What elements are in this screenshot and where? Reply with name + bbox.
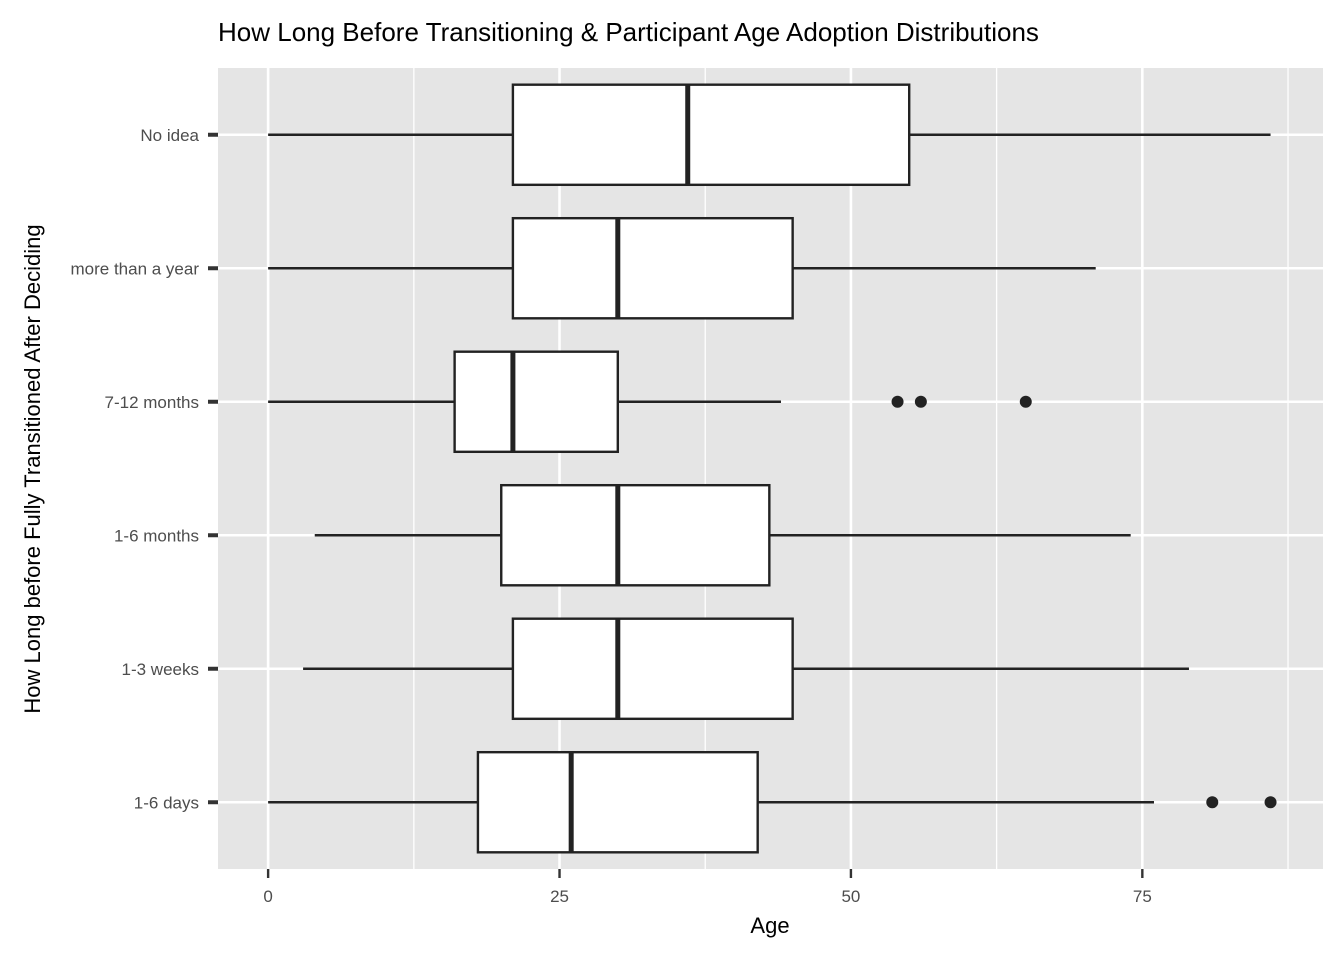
x-axis: 0 25 50 75 — [263, 869, 1152, 906]
x-tick-label: 75 — [1133, 887, 1152, 906]
y-axis-title: How Long before Fully Transitioned After… — [20, 224, 45, 713]
box-1-6-days — [268, 750, 1277, 854]
y-axis: 1-6 days 1-3 weeks 1-6 months 7-12 months mo… — [70, 126, 218, 812]
box-series — [268, 83, 1277, 854]
y-tick-label: 1-6 months — [114, 526, 199, 545]
plot-panel — [218, 68, 1323, 869]
grid-minor — [413, 68, 1289, 869]
box-more-than-a-year — [268, 216, 1096, 320]
x-tick-label: 0 — [263, 887, 272, 906]
box-iqr — [511, 83, 911, 187]
box-iqr — [500, 483, 771, 587]
y-tick-label: 7-12 months — [105, 393, 200, 412]
box-iqr — [453, 350, 620, 454]
box-no-idea — [268, 83, 1271, 187]
box-iqr — [511, 617, 794, 721]
outlier-point — [1206, 796, 1219, 809]
y-tick-label: 1-6 days — [134, 793, 199, 812]
box-7-12-months — [268, 350, 1032, 454]
outlier-point — [1019, 395, 1032, 408]
box-1-3-weeks — [303, 617, 1189, 721]
outlier-point — [914, 395, 927, 408]
x-axis-title: Age — [750, 913, 789, 938]
box-iqr — [511, 216, 794, 320]
box-1-6-months — [314, 483, 1131, 587]
chart-title: How Long Before Transitioning & Particip… — [218, 17, 1039, 47]
x-tick-label: 50 — [841, 887, 860, 906]
y-tick-label: 1-3 weeks — [122, 660, 199, 679]
outlier-point — [1264, 796, 1277, 809]
y-tick-label: No idea — [140, 126, 199, 145]
y-tick-label: more than a year — [70, 259, 199, 278]
outlier-point — [891, 395, 904, 408]
box-iqr — [476, 750, 759, 854]
x-tick-label: 25 — [550, 887, 569, 906]
